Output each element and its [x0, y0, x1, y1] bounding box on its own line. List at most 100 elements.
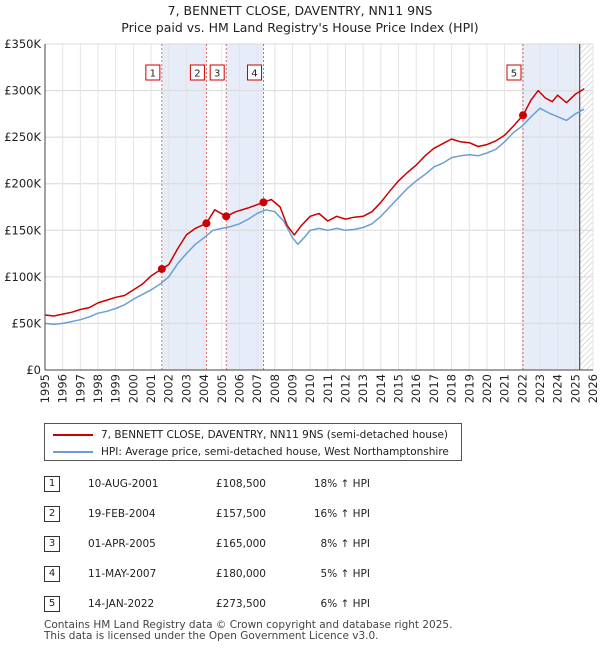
sale-number-badge: 1 — [44, 476, 60, 492]
x-tick-label: 2011 — [321, 374, 335, 403]
chart-legend: 7, BENNETT CLOSE, DAVENTRY, NN11 9NS (se… — [44, 423, 462, 461]
y-tick-label: £100K — [4, 270, 41, 284]
sale-hpi-change: 16% ↑ HPI — [313, 508, 370, 520]
sale-hpi-change: 6% ↑ HPI — [320, 598, 370, 610]
x-tick-label: 2024 — [551, 374, 565, 403]
sale-point — [157, 264, 166, 273]
sale-number-box — [506, 64, 522, 81]
x-tick-label: 2012 — [339, 374, 353, 403]
x-tick-label: 2013 — [356, 374, 370, 403]
sale-number-box — [209, 64, 225, 81]
sale-number-label: 3 — [214, 69, 220, 80]
y-tick-label: £250K — [4, 130, 41, 144]
series-line-property — [44, 88, 585, 317]
x-tick-label: 2022 — [515, 374, 529, 403]
x-tick-label: 2014 — [374, 374, 388, 403]
x-tick-label: 2002 — [162, 374, 176, 403]
sale-date: 10-AUG-2001 — [88, 478, 159, 490]
projection-region — [579, 44, 593, 370]
footer-attribution: Contains HM Land Registry data © Crown c… — [44, 620, 452, 642]
sale-price: £165,000 — [215, 538, 266, 550]
x-tick-label: 2023 — [533, 374, 547, 403]
x-tick-label: 2006 — [232, 374, 246, 403]
sale-price: £157,500 — [215, 508, 266, 520]
series-line-hpi — [44, 107, 585, 326]
sale-row: 3 01-APR-2005 £165,000 8% ↑ HPI — [44, 530, 464, 558]
sale-number-badge: 3 — [44, 536, 60, 552]
sale-number-label: 2 — [194, 69, 200, 80]
x-tick-label: 1998 — [91, 374, 105, 403]
legend-item-property: 7, BENNETT CLOSE, DAVENTRY, NN11 9NS (se… — [53, 427, 448, 443]
legend-label-hpi: HPI: Average price, semi-detached house,… — [101, 446, 449, 458]
sale-date: 11-MAY-2007 — [88, 568, 157, 580]
sale-number-label: 4 — [251, 69, 257, 80]
x-tick-label: 2005 — [215, 374, 229, 403]
sale-hpi-change: 8% ↑ HPI — [320, 538, 370, 550]
sale-number-box — [145, 64, 161, 81]
sale-price: £108,500 — [215, 478, 266, 490]
sale-row: 4 11-MAY-2007 £180,000 5% ↑ HPI — [44, 560, 464, 588]
shaded-period — [522, 44, 580, 370]
shaded-period — [226, 44, 264, 370]
legend-label-property: 7, BENNETT CLOSE, DAVENTRY, NN11 9NS (se… — [101, 429, 449, 441]
sale-number-label: 1 — [150, 69, 156, 80]
footer-line-2: This data is licensed under the Open Gov… — [44, 630, 379, 642]
x-tick-label: 1996 — [56, 374, 70, 403]
sale-price: £273,500 — [215, 598, 266, 610]
x-tick-label: 2015 — [392, 374, 406, 403]
sale-date: 14-JAN-2022 — [88, 598, 155, 610]
sale-point — [202, 219, 211, 228]
sale-number-badge: 2 — [44, 506, 60, 522]
chart-title-line-1: 7, BENNETT CLOSE, DAVENTRY, NN11 9NS — [167, 3, 433, 18]
sale-point — [518, 111, 527, 120]
sale-point — [259, 198, 268, 207]
legend-swatch-property — [53, 434, 93, 436]
x-tick-label: 1999 — [109, 374, 123, 403]
x-tick-label: 2016 — [409, 374, 423, 403]
sale-number-box — [189, 64, 205, 81]
x-tick-label: 2009 — [285, 374, 299, 403]
sale-price: £180,000 — [215, 568, 266, 580]
chart-title-line-2: Price paid vs. HM Land Registry's House … — [121, 20, 479, 35]
x-tick-label: 2025 — [568, 374, 582, 403]
sale-number-label: 5 — [511, 69, 517, 80]
y-tick-label: £200K — [4, 177, 41, 191]
y-tick-label: £350K — [4, 37, 41, 51]
x-tick-label: 2019 — [462, 374, 476, 403]
chart-title: 7, BENNETT CLOSE, DAVENTRY, NN11 9NS Pri… — [0, 2, 600, 36]
shaded-period — [161, 44, 207, 370]
legend-item-hpi: HPI: Average price, semi-detached house,… — [53, 444, 449, 460]
x-tick-label: 2003 — [179, 374, 193, 403]
y-tick-label: £0 — [26, 363, 41, 377]
footer-line-1: Contains HM Land Registry data © Crown c… — [44, 619, 453, 631]
x-tick-label: 2018 — [445, 374, 459, 403]
legend-swatch-hpi — [53, 451, 93, 453]
sale-number-box — [246, 64, 262, 81]
sale-hpi-change: 18% ↑ HPI — [313, 478, 370, 490]
x-tick-label: 2010 — [303, 374, 317, 403]
x-tick-label: 1995 — [38, 374, 52, 403]
sale-number-badge: 4 — [44, 566, 60, 582]
y-tick-label: £300K — [4, 84, 41, 98]
x-tick-label: 2017 — [427, 374, 441, 403]
sale-hpi-change: 5% ↑ HPI — [320, 568, 370, 580]
sale-date: 19-FEB-2004 — [88, 508, 156, 520]
x-tick-label: 2021 — [498, 374, 512, 403]
sale-number-badge: 5 — [44, 596, 60, 612]
x-tick-label: 2000 — [126, 374, 140, 403]
sale-point — [222, 212, 231, 221]
sale-row: 2 19-FEB-2004 £157,500 16% ↑ HPI — [44, 500, 464, 528]
plot-area — [45, 44, 593, 370]
x-tick-label: 1997 — [73, 374, 87, 403]
x-tick-label: 2026 — [586, 374, 600, 403]
x-tick-label: 2008 — [268, 374, 282, 403]
x-tick-label: 2007 — [250, 374, 264, 403]
sale-row: 5 14-JAN-2022 £273,500 6% ↑ HPI — [44, 590, 464, 618]
x-tick-label: 2004 — [197, 374, 211, 403]
y-tick-label: £50K — [12, 316, 42, 330]
sale-row: 1 10-AUG-2001 £108,500 18% ↑ HPI — [44, 470, 464, 498]
x-tick-label: 2001 — [144, 374, 158, 403]
y-tick-label: £150K — [4, 223, 41, 237]
x-tick-label: 2020 — [480, 374, 494, 403]
price-chart: 1 2 3 4 5 £0 £50K £100K £150K £200K £250K £300K £35… — [4, 37, 600, 403]
